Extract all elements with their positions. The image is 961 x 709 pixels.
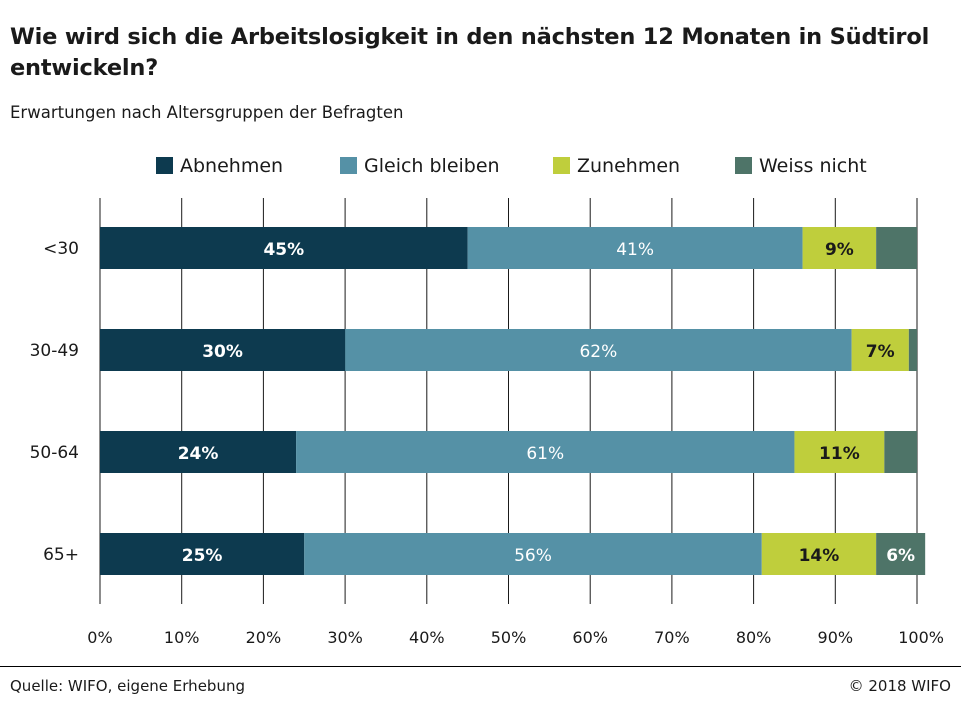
legend-swatch: [156, 157, 173, 174]
data-label: 24%: [178, 444, 219, 464]
x-tick-label: 70%: [654, 628, 690, 647]
bar-segment: [345, 329, 852, 371]
category-labels: <30 30-49 50-64 65+: [30, 239, 79, 565]
data-label: 25%: [182, 546, 223, 566]
chart-subtitle: Erwartungen nach Altersgruppen der Befra…: [10, 103, 404, 122]
data-label: 7%: [866, 342, 895, 362]
bar-segment: [794, 431, 885, 473]
copyright-note: © 2018 WIFO: [848, 677, 951, 695]
stacked-bar-chart: Abnehmen Gleich bleiben Zunehmen Weiss nich…: [30, 155, 944, 647]
data-label: 6%: [886, 546, 915, 566]
x-tick-label: 0%: [87, 628, 112, 647]
x-tick-label: 10%: [164, 628, 200, 647]
legend-label: Weiss nicht: [759, 155, 867, 177]
source-note: Quelle: WIFO, eigene Erhebung: [10, 677, 245, 695]
bar-segment: [296, 431, 795, 473]
bar-segment: [100, 329, 346, 371]
bar-segment: [802, 227, 877, 269]
data-label: 30%: [202, 342, 243, 362]
legend-label: Gleich bleiben: [364, 155, 500, 177]
x-tick-label: 90%: [818, 628, 854, 647]
data-label: 11%: [819, 444, 860, 464]
legend-label: Zunehmen: [577, 155, 680, 177]
bar-segment: [876, 533, 926, 575]
bar-segment: [467, 227, 803, 269]
bar-segment: [851, 329, 909, 371]
legend-swatch: [553, 157, 570, 174]
data-label: 41%: [616, 240, 654, 260]
bar-segment: [876, 227, 917, 269]
x-tick-label: 60%: [572, 628, 608, 647]
data-label: 9%: [825, 240, 854, 260]
bar-segment: [884, 431, 917, 473]
bar-segment: [100, 533, 305, 575]
data-label: 61%: [526, 444, 564, 464]
x-tick-label: 80%: [736, 628, 772, 647]
legend: Abnehmen Gleich bleiben Zunehmen Weiss nich…: [156, 155, 867, 177]
x-tick-label: 20%: [246, 628, 282, 647]
x-axis-tick-labels: 0% 10% 20% 30% 40% 50% 60% 70% 80% 90% 100%: [87, 628, 944, 647]
x-tick-label: 50%: [491, 628, 527, 647]
legend-swatch: [735, 157, 752, 174]
bar-segment: [100, 431, 297, 473]
category-label: <30: [43, 239, 79, 259]
x-tick-label: 30%: [327, 628, 363, 647]
category-label: 50-64: [30, 443, 79, 463]
bars: 45% 41% 9% 30% 62% 7% 24% 61% 11% 25% 56% 14% 6%: [100, 227, 926, 575]
data-label: 56%: [514, 546, 552, 566]
legend-swatch: [340, 157, 357, 174]
bar-segment: [761, 533, 877, 575]
data-label: 45%: [263, 240, 304, 260]
footer-divider: [0, 666, 961, 667]
data-label: 62%: [579, 342, 617, 362]
category-label: 65+: [43, 545, 79, 565]
bar-segment: [100, 227, 468, 269]
legend-label: Abnehmen: [180, 155, 283, 177]
x-tick-label: 40%: [409, 628, 445, 647]
category-label: 30-49: [30, 341, 79, 361]
data-label: 14%: [799, 546, 840, 566]
chart-title: Wie wird sich die Arbeitslosigkeit in de…: [10, 24, 930, 81]
bar-segment: [908, 329, 917, 371]
x-tick-label: 100%: [898, 628, 944, 647]
bar-segment: [304, 533, 762, 575]
